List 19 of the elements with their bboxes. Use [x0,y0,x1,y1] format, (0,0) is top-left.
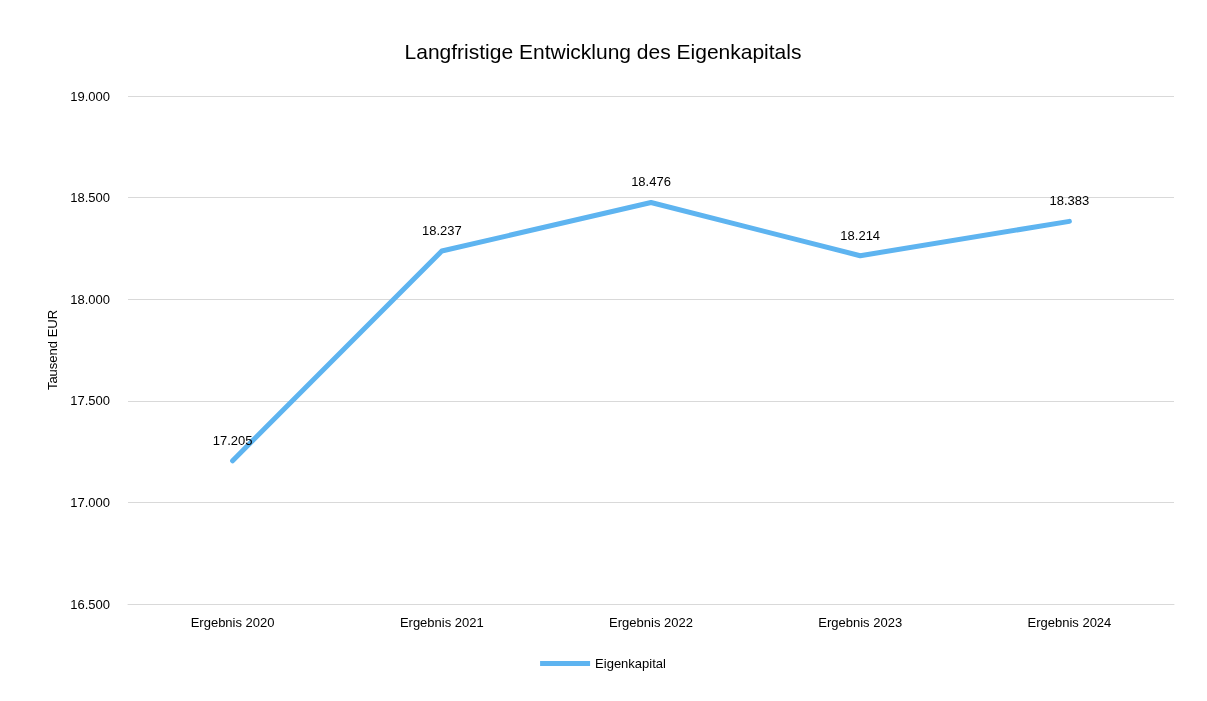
y-tick-label: 18.500 [70,190,110,206]
x-tick-label: Ergebnis 2020 [190,615,275,630]
y-tick-label: 19.000 [70,88,110,104]
y-tick-label: 18.000 [70,291,110,307]
data-label: 18.476 [631,174,671,190]
data-label: 18.214 [840,227,881,243]
data-label: 18.383 [1049,193,1090,209]
y-tick-label: 16.500 [70,596,110,612]
x-tick-label: Ergebnis 2021 [399,615,484,630]
data-label: 17.205 [212,432,253,448]
y-tick-label: 17.000 [70,494,110,510]
x-tick-label: Ergebnis 2024 [1027,615,1112,630]
y-axis-title: Tausend EUR [45,309,61,391]
x-tick-label: Ergebnis 2022 [609,615,693,630]
legend-label: Eigenkapital [595,656,667,671]
chart-title: Langfristige Entwicklung des Eigenkapitals [404,40,802,63]
x-tick-label: Ergebnis 2023 [818,615,903,630]
y-tick-label: 17.500 [70,393,110,409]
data-label: 18.237 [421,223,462,239]
